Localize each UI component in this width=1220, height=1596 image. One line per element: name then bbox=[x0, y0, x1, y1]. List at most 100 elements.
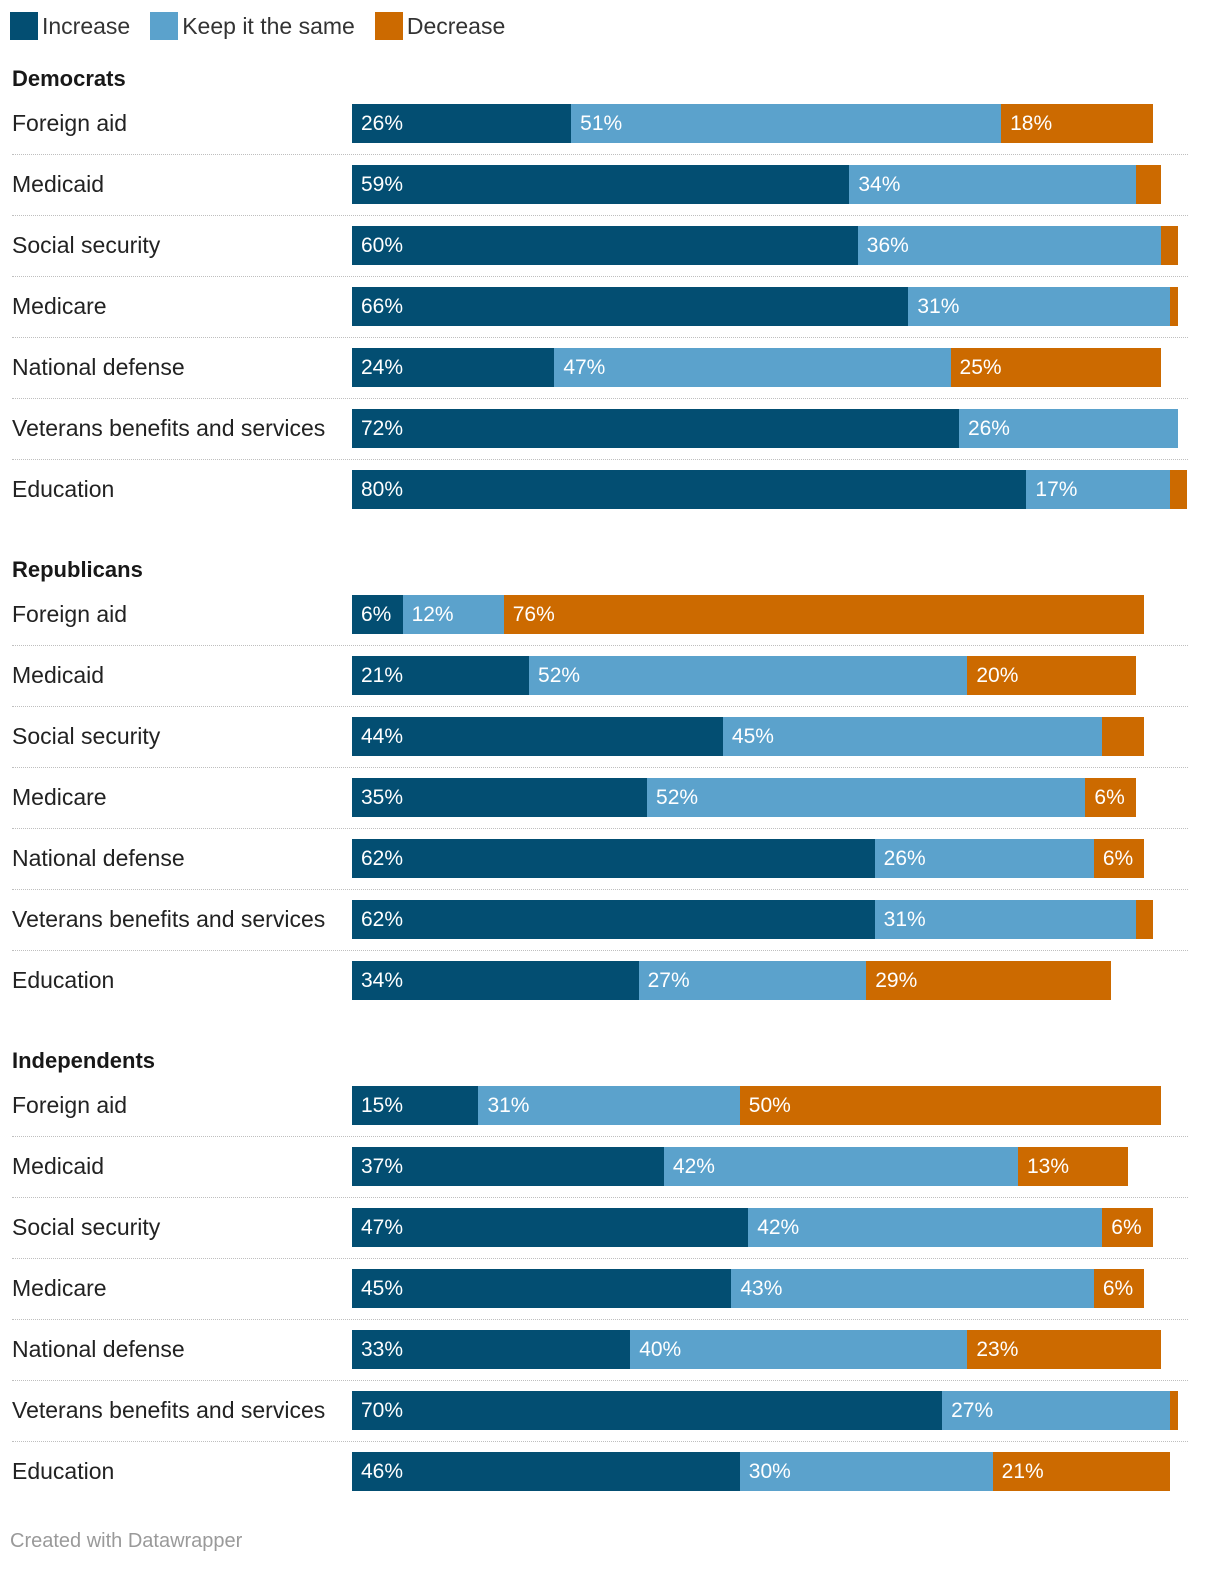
row-separator bbox=[12, 215, 1188, 216]
data-label-democrats-national-defense-decrease: 25% bbox=[960, 348, 1002, 387]
row-separator bbox=[12, 950, 1188, 951]
row-label-independents-education: Education bbox=[12, 1458, 114, 1485]
data-label-independents-medicare-decrease: 6% bbox=[1103, 1269, 1133, 1308]
data-label-independents-education-increase: 46% bbox=[361, 1452, 403, 1491]
bar-republicans-social-security-decrease bbox=[1102, 717, 1144, 756]
row-separator bbox=[12, 889, 1188, 890]
row-label-independents-medicare: Medicare bbox=[12, 1275, 107, 1302]
legend-swatch-keep-same bbox=[150, 12, 178, 40]
bar-republicans-foreign-aid-decrease bbox=[504, 595, 1145, 634]
data-label-democrats-education-increase: 80% bbox=[361, 470, 403, 509]
data-label-republicans-medicaid-keep-it-the-same: 52% bbox=[538, 656, 580, 695]
bar-independents-social-security-increase bbox=[352, 1208, 748, 1247]
bar-republicans-veterans-benefits-and-services-increase bbox=[352, 900, 875, 939]
row-label-independents-medicaid: Medicaid bbox=[12, 1153, 104, 1180]
data-label-independents-foreign-aid-increase: 15% bbox=[361, 1086, 403, 1125]
row-label-democrats-veterans-benefits-and-services: Veterans benefits and services bbox=[12, 415, 325, 442]
data-label-independents-national-defense-keep-it-the-same: 40% bbox=[639, 1330, 681, 1369]
row-label-democrats-medicaid: Medicaid bbox=[12, 171, 104, 198]
bar-democrats-social-security-decrease bbox=[1161, 226, 1178, 265]
legend-label-increase: Increase bbox=[42, 13, 130, 40]
legend-item-keep-same: Keep it the same bbox=[150, 12, 355, 40]
bar-independents-medicare-keep-it-the-same bbox=[731, 1269, 1093, 1308]
data-label-independents-social-security-increase: 47% bbox=[361, 1208, 403, 1247]
data-label-republicans-social-security-keep-it-the-same: 45% bbox=[732, 717, 774, 756]
data-label-republicans-education-increase: 34% bbox=[361, 961, 403, 1000]
data-label-democrats-national-defense-keep-it-the-same: 47% bbox=[563, 348, 605, 387]
row-label-republicans-social-security: Social security bbox=[12, 723, 160, 750]
row-separator bbox=[12, 1136, 1188, 1137]
row-label-democrats-national-defense: National defense bbox=[12, 354, 185, 381]
legend-swatch-decrease bbox=[375, 12, 403, 40]
row-separator bbox=[12, 645, 1188, 646]
data-label-republicans-education-keep-it-the-same: 27% bbox=[648, 961, 690, 1000]
bar-republicans-social-security-keep-it-the-same bbox=[723, 717, 1102, 756]
row-label-republicans-foreign-aid: Foreign aid bbox=[12, 601, 127, 628]
data-label-republicans-veterans-benefits-and-services-increase: 62% bbox=[361, 900, 403, 939]
data-label-republicans-medicare-decrease: 6% bbox=[1094, 778, 1124, 817]
row-label-independents-veterans-benefits-and-services: Veterans benefits and services bbox=[12, 1397, 325, 1424]
data-label-independents-medicare-increase: 45% bbox=[361, 1269, 403, 1308]
bar-democrats-education-increase bbox=[352, 470, 1026, 509]
legend: Increase Keep it the same Decrease bbox=[10, 10, 525, 42]
row-label-republicans-medicaid: Medicaid bbox=[12, 662, 104, 689]
row-label-democrats-social-security: Social security bbox=[12, 232, 160, 259]
row-label-democrats-medicare: Medicare bbox=[12, 293, 107, 320]
data-label-republicans-foreign-aid-keep-it-the-same: 12% bbox=[412, 595, 454, 634]
bar-democrats-national-defense-keep-it-the-same bbox=[554, 348, 950, 387]
row-separator bbox=[12, 337, 1188, 338]
data-label-independents-foreign-aid-keep-it-the-same: 31% bbox=[487, 1086, 529, 1125]
row-separator bbox=[12, 154, 1188, 155]
bar-independents-veterans-benefits-and-services-decrease bbox=[1170, 1391, 1178, 1430]
data-label-democrats-foreign-aid-decrease: 18% bbox=[1010, 104, 1052, 143]
data-label-democrats-social-security-increase: 60% bbox=[361, 226, 403, 265]
group-title-independents: Independents bbox=[12, 1048, 155, 1074]
bar-independents-medicare-increase bbox=[352, 1269, 731, 1308]
row-label-republicans-national-defense: National defense bbox=[12, 845, 185, 872]
data-label-independents-medicaid-keep-it-the-same: 42% bbox=[673, 1147, 715, 1186]
row-separator bbox=[12, 1441, 1188, 1442]
bar-republicans-medicare-keep-it-the-same bbox=[647, 778, 1085, 817]
data-label-democrats-foreign-aid-keep-it-the-same: 51% bbox=[580, 104, 622, 143]
data-label-republicans-medicare-keep-it-the-same: 52% bbox=[656, 778, 698, 817]
bar-democrats-medicaid-increase bbox=[352, 165, 849, 204]
bar-independents-foreign-aid-decrease bbox=[740, 1086, 1162, 1125]
row-label-independents-social-security: Social security bbox=[12, 1214, 160, 1241]
data-label-republicans-national-defense-increase: 62% bbox=[361, 839, 403, 878]
bar-independents-veterans-benefits-and-services-increase bbox=[352, 1391, 942, 1430]
row-label-independents-national-defense: National defense bbox=[12, 1336, 185, 1363]
legend-label-keep-same: Keep it the same bbox=[182, 13, 355, 40]
bar-republicans-social-security-increase bbox=[352, 717, 723, 756]
data-label-republicans-education-decrease: 29% bbox=[875, 961, 917, 1000]
data-label-democrats-education-keep-it-the-same: 17% bbox=[1035, 470, 1077, 509]
row-label-republicans-medicare: Medicare bbox=[12, 784, 107, 811]
bar-democrats-veterans-benefits-and-services-increase bbox=[352, 409, 959, 448]
bar-democrats-education-decrease bbox=[1170, 470, 1187, 509]
legend-item-decrease: Decrease bbox=[375, 12, 505, 40]
group-title-republicans: Republicans bbox=[12, 557, 143, 583]
bar-democrats-social-security-increase bbox=[352, 226, 858, 265]
legend-label-decrease: Decrease bbox=[407, 13, 505, 40]
data-label-republicans-veterans-benefits-and-services-keep-it-the-same: 31% bbox=[884, 900, 926, 939]
data-label-republicans-medicaid-increase: 21% bbox=[361, 656, 403, 695]
row-separator bbox=[12, 398, 1188, 399]
data-label-independents-social-security-decrease: 6% bbox=[1111, 1208, 1141, 1247]
footer-credit[interactable]: Created with Datawrapper bbox=[10, 1530, 242, 1553]
data-label-democrats-medicare-increase: 66% bbox=[361, 287, 403, 326]
data-label-republicans-foreign-aid-decrease: 76% bbox=[513, 595, 555, 634]
row-label-republicans-education: Education bbox=[12, 967, 114, 994]
bar-republicans-national-defense-increase bbox=[352, 839, 875, 878]
data-label-independents-veterans-benefits-and-services-increase: 70% bbox=[361, 1391, 403, 1430]
row-separator bbox=[12, 1380, 1188, 1381]
data-label-democrats-social-security-keep-it-the-same: 36% bbox=[867, 226, 909, 265]
data-label-democrats-medicare-keep-it-the-same: 31% bbox=[917, 287, 959, 326]
bar-democrats-medicare-decrease bbox=[1170, 287, 1178, 326]
row-separator bbox=[12, 1258, 1188, 1259]
stacked-bar-chart: Democrats Foreign aid 26% 51% 18% Medicaid 59%… bbox=[0, 0, 1220, 1596]
row-separator bbox=[12, 276, 1188, 277]
data-label-independents-foreign-aid-decrease: 50% bbox=[749, 1086, 791, 1125]
bar-republicans-medicaid-keep-it-the-same bbox=[529, 656, 967, 695]
data-label-independents-social-security-keep-it-the-same: 42% bbox=[757, 1208, 799, 1247]
data-label-republicans-social-security-increase: 44% bbox=[361, 717, 403, 756]
bar-independents-medicaid-keep-it-the-same bbox=[664, 1147, 1018, 1186]
